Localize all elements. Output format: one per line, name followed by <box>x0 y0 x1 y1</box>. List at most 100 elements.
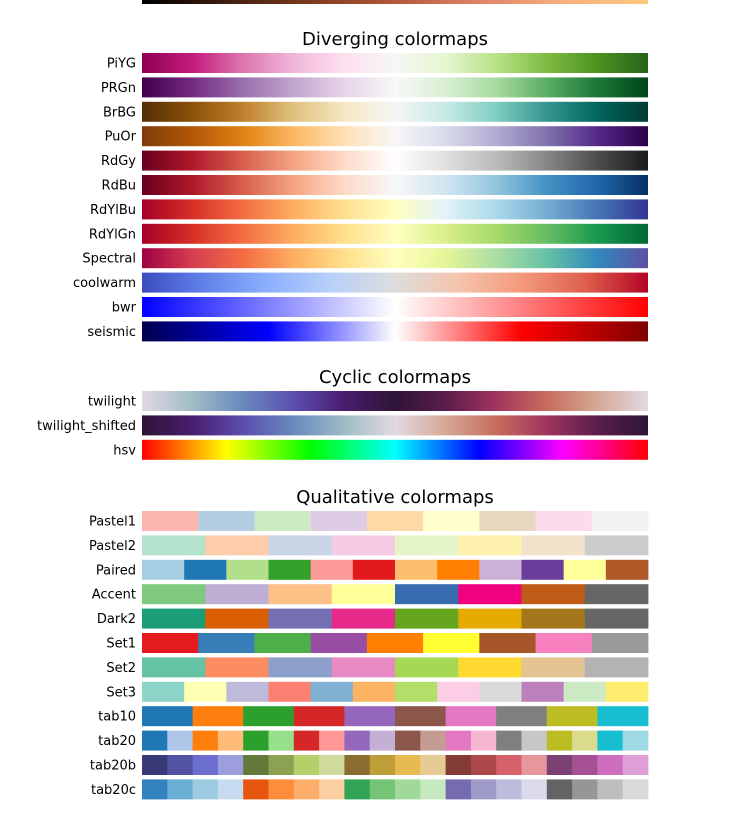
swatch-Pastel2-3 <box>331 535 396 556</box>
swatch-Set3-1 <box>184 681 227 702</box>
swatch-tab20-9 <box>369 730 396 751</box>
swatch-tab20b-4 <box>243 755 269 775</box>
swatch-tab20-1 <box>167 730 193 751</box>
swatch-tab20b-16 <box>546 755 573 775</box>
colormap-bar-RdGy <box>142 150 648 171</box>
swatch-tab20c-18 <box>597 779 624 800</box>
colormap-label-Pastel1: Pastel1 <box>89 515 136 530</box>
swatch-tab20-16 <box>546 730 573 751</box>
swatch-tab20b-19 <box>622 755 649 775</box>
swatch-Paired-8 <box>479 559 522 580</box>
swatch-Pastel1-4 <box>366 511 424 531</box>
colormap-label-PiYG: PiYG <box>107 57 136 72</box>
colormap-label-bwr: bwr <box>112 301 137 316</box>
swatch-Paired-2 <box>226 559 269 580</box>
swatch-tab20c-13 <box>470 779 497 800</box>
swatch-tab20-4 <box>243 730 269 751</box>
swatch-Set3-11 <box>605 681 649 702</box>
colormap-bar-Pastel1 <box>142 511 649 531</box>
swatch-tab20c-12 <box>445 779 472 800</box>
swatch-Set3-2 <box>226 681 269 702</box>
swatch-tab20b-12 <box>445 755 472 775</box>
colormap-bar-Set2 <box>142 657 649 678</box>
swatch-Accent-4 <box>395 584 459 605</box>
swatch-Set1-4 <box>366 633 424 653</box>
colormap-label-tab20: tab20 <box>98 734 136 749</box>
top-strip-bar <box>142 0 648 4</box>
colormap-label-seismic: seismic <box>87 325 136 340</box>
swatch-Set1-3 <box>310 633 368 653</box>
swatch-Set1-5 <box>423 633 480 653</box>
swatch-Set3-6 <box>395 681 438 702</box>
colormap-bar-Set3 <box>142 681 649 702</box>
colormap-label-PuOr: PuOr <box>105 130 137 145</box>
swatch-tab20b-5 <box>268 755 295 775</box>
swatch-Pastel2-0 <box>142 535 206 556</box>
swatch-Pastel2-4 <box>395 535 459 556</box>
colormap-label-Accent: Accent <box>92 588 136 603</box>
swatch-tab10-2 <box>243 706 295 727</box>
colormap-bar-Accent <box>142 584 649 605</box>
swatch-Dark2-6 <box>521 608 586 629</box>
swatch-tab20c-4 <box>243 779 269 800</box>
swatch-Pastel1-6 <box>479 511 536 531</box>
swatch-tab20b-1 <box>167 755 193 775</box>
colormap-bar-RdYlBu <box>142 199 648 220</box>
colormap-label-twilight_shifted: twilight_shifted <box>37 419 136 434</box>
swatch-tab20-10 <box>395 730 421 751</box>
swatch-tab20b-6 <box>293 755 320 775</box>
swatch-Pastel1-5 <box>423 511 480 531</box>
swatch-Set3-5 <box>352 681 396 702</box>
swatch-tab20-18 <box>597 730 624 751</box>
swatch-Set1-2 <box>254 633 312 653</box>
colormap-bar-Set1 <box>142 633 649 653</box>
swatch-Paired-9 <box>521 559 565 580</box>
colormap-label-Spectral: Spectral <box>82 252 136 267</box>
colormap-label-hsv: hsv <box>113 443 136 458</box>
colormap-label-RdGy: RdGy <box>101 154 136 169</box>
swatch-tab20c-16 <box>546 779 573 800</box>
swatch-Set3-9 <box>521 681 565 702</box>
colormap-label-Pastel2: Pastel2 <box>89 539 136 554</box>
colormap-bar-bwr <box>142 297 648 317</box>
swatch-tab20b-0 <box>142 755 168 775</box>
swatch-tab20c-2 <box>192 779 219 800</box>
section-title: Qualitative colormaps <box>296 487 494 508</box>
colormap-bar-twilight_shifted <box>142 415 648 436</box>
swatch-Dark2-3 <box>331 608 396 629</box>
swatch-tab20-0 <box>142 730 168 751</box>
swatch-Set3-7 <box>437 681 480 702</box>
swatch-Set1-0 <box>142 633 199 653</box>
colormap-bar-Paired <box>142 559 649 580</box>
colormap-label-Dark2: Dark2 <box>97 612 136 627</box>
swatch-Paired-10 <box>563 559 607 580</box>
swatch-tab20b-17 <box>572 755 598 775</box>
swatch-Dark2-1 <box>205 608 269 629</box>
swatch-Set2-1 <box>205 657 269 678</box>
swatch-Dark2-4 <box>395 608 459 629</box>
swatch-tab20c-14 <box>496 779 522 800</box>
colormap-bar-tab20b <box>142 755 649 775</box>
colormap-label-Set3: Set3 <box>106 685 136 700</box>
colormap-label-tab10: tab10 <box>98 710 136 725</box>
swatch-tab10-7 <box>496 706 548 727</box>
colormap-label-Paired: Paired <box>96 563 136 578</box>
colormap-bar-RdBu <box>142 175 648 195</box>
swatch-Paired-6 <box>395 559 438 580</box>
swatch-tab20-7 <box>319 730 345 751</box>
swatch-tab20b-18 <box>597 755 624 775</box>
swatch-tab20b-2 <box>192 755 219 775</box>
colormap-label-twilight: twilight <box>88 395 136 410</box>
swatch-Paired-11 <box>605 559 649 580</box>
swatch-tab10-6 <box>445 706 497 727</box>
swatch-Pastel1-2 <box>254 511 312 531</box>
swatch-Dark2-2 <box>268 608 333 629</box>
swatch-tab20-15 <box>521 730 548 751</box>
section-title: Diverging colormaps <box>302 29 488 50</box>
swatch-Set2-0 <box>142 657 206 678</box>
colormap-bar-Dark2 <box>142 608 649 629</box>
swatch-Set1-7 <box>535 633 593 653</box>
swatch-tab20-8 <box>344 730 371 751</box>
swatch-tab20b-15 <box>521 755 548 775</box>
